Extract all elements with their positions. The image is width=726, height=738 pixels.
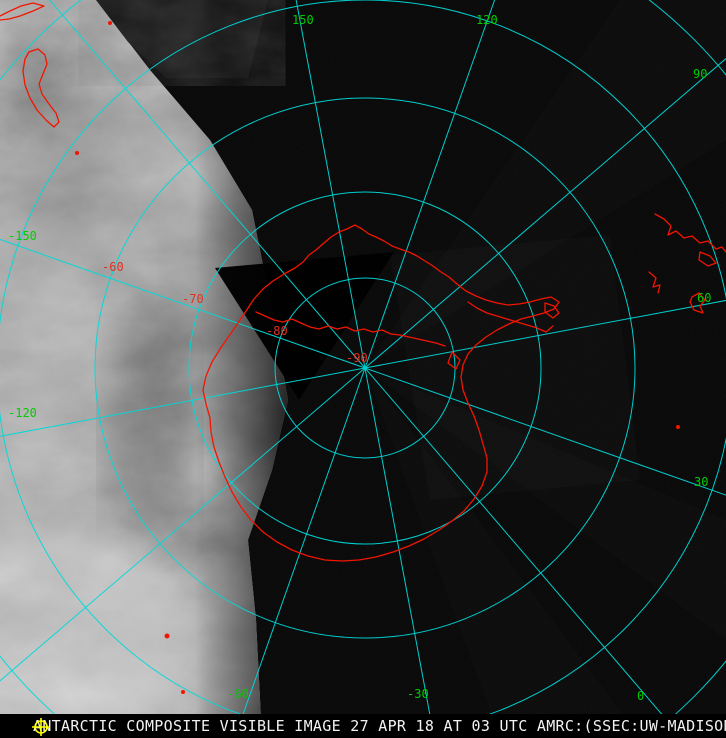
- latitude-label: -80: [266, 324, 288, 338]
- island-dot: [75, 151, 79, 155]
- longitude-radial: [0, 367, 366, 437]
- nz-north-island: [0, 2, 45, 21]
- island-dot: [108, 21, 112, 25]
- longitude-label: 150: [292, 13, 314, 27]
- caption-bar: ANTARCTIC COMPOSITE VISIBLE IMAGE 27 APR…: [0, 714, 726, 738]
- coast-fragment-topright: [654, 213, 726, 253]
- island-squiggle: [648, 271, 661, 294]
- island-dot: [181, 690, 185, 694]
- longitude-radial: [234, 367, 366, 738]
- island-dot: [164, 633, 170, 639]
- longitude-radial: [295, 0, 366, 369]
- longitude-radial: [364, 299, 726, 369]
- longitude-radial: [0, 367, 366, 682]
- caption-text: ANTARCTIC COMPOSITE VISIBLE IMAGE 27 APR…: [33, 717, 726, 735]
- longitude-label: 30: [694, 475, 709, 489]
- longitude-radial: [364, 57, 726, 369]
- longitude-radial: [364, 367, 726, 496]
- coastline-overlay: [0, 2, 726, 694]
- longitude-label: 60: [697, 291, 712, 305]
- longitude-radial: [364, 0, 496, 369]
- antarctica-coastline: [202, 224, 560, 562]
- longitude-label: -60: [227, 687, 249, 701]
- longitude-radial: [48, 0, 366, 369]
- coast-fragment-topright2: [698, 251, 717, 267]
- latitude-label: -90: [346, 351, 368, 365]
- longitude-label: 90: [693, 67, 708, 81]
- terminator-wedge: [96, 0, 268, 78]
- latitude-circle: [94, 97, 636, 639]
- data-gap-wedge: [215, 252, 394, 400]
- peninsula-tip: [544, 302, 560, 319]
- longitude-label: -120: [8, 406, 37, 420]
- peninsula-detail: [467, 301, 554, 333]
- island-dot: [676, 425, 680, 429]
- longitude-radial: [364, 367, 683, 738]
- longitude-label: -30: [407, 687, 429, 701]
- latitude-circle: [188, 191, 542, 545]
- cursor-crosshair[interactable]: [28, 714, 54, 738]
- ice-shelf-line: [255, 311, 446, 347]
- longitude-label: 120: [476, 13, 498, 27]
- longitude-label: -150: [8, 229, 37, 243]
- longitude-radial: [0, 238, 366, 369]
- latitude-label: -70: [182, 292, 204, 306]
- island-squiggle2: [689, 292, 706, 314]
- longitude-radial: [364, 367, 435, 738]
- longitude-label: 0: [637, 689, 645, 703]
- nz-south-island: [22, 48, 60, 128]
- island-blob: [447, 351, 461, 370]
- latitude-label: -60: [102, 260, 124, 274]
